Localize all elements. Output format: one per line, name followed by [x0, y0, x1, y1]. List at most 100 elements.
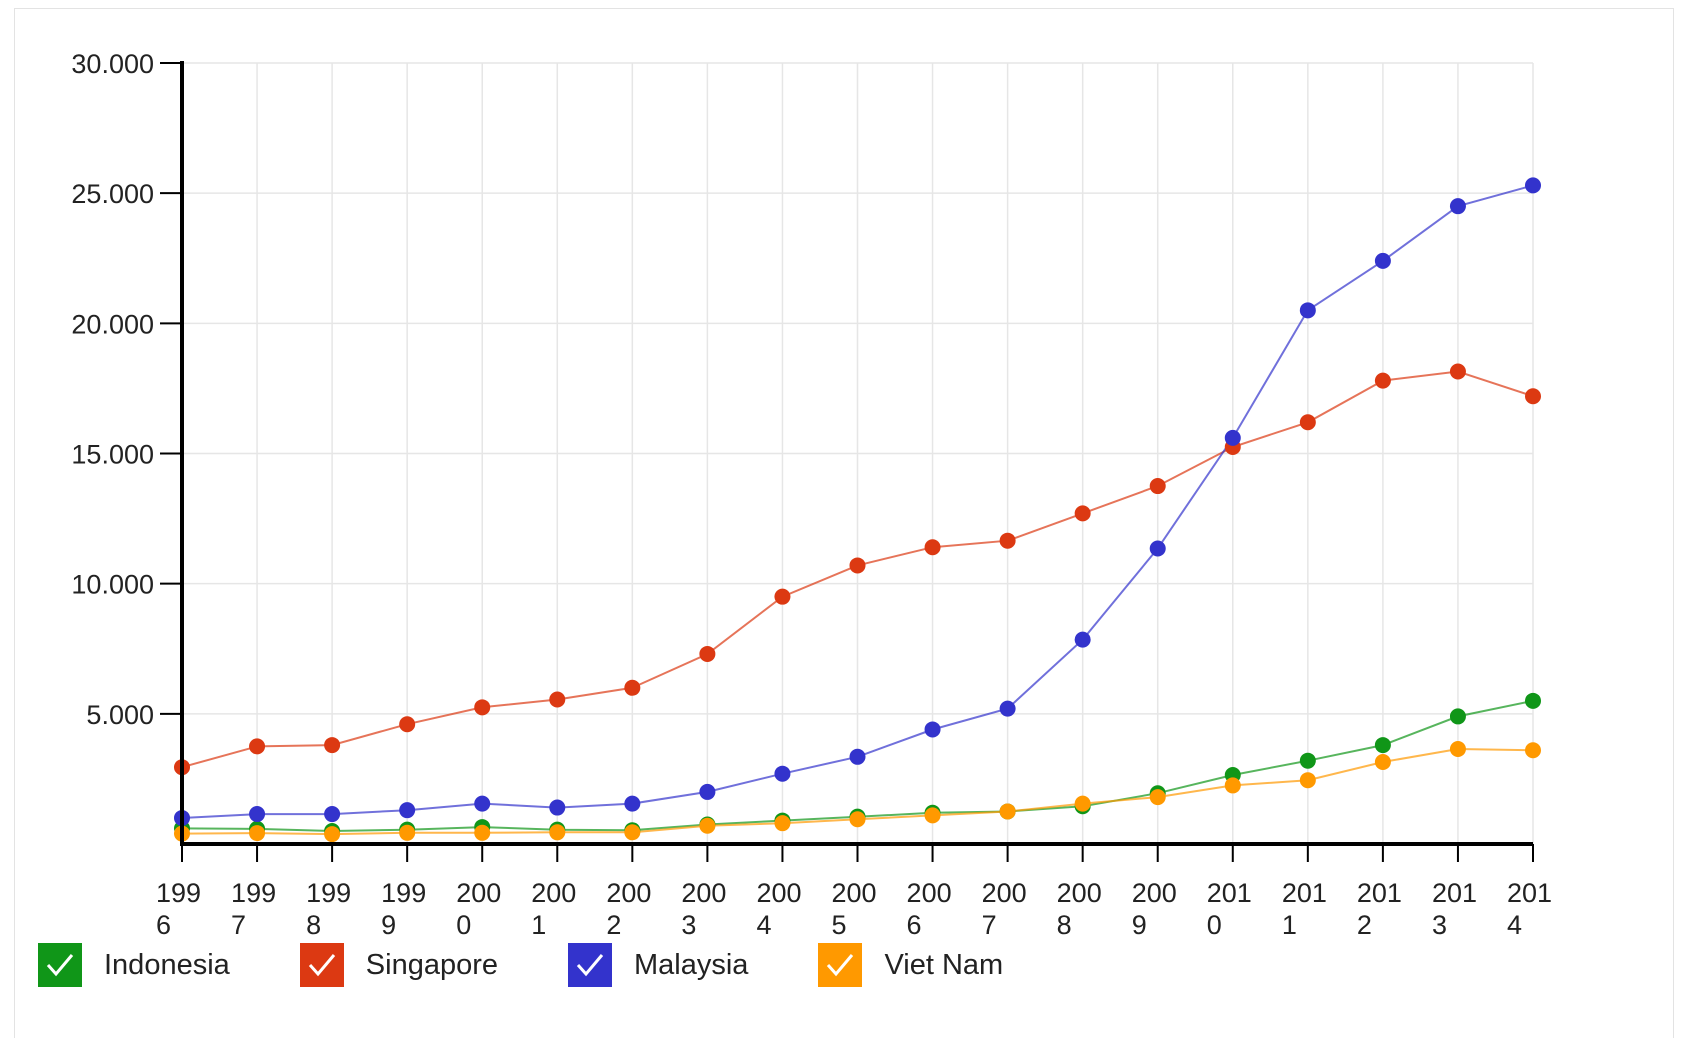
legend-checkbox[interactable]: [299, 943, 344, 987]
y-tick-label: 5.000: [86, 700, 154, 730]
x-tick-label-line1: 200: [456, 878, 501, 908]
legend: Indonesia Singapore Malaysia Viet Nam: [38, 942, 1073, 988]
x-tick-label-line1: 200: [1132, 878, 1177, 908]
x-tick-label-line1: 200: [756, 878, 801, 908]
data-point-malaysia: [999, 700, 1016, 717]
x-tick-label-line1: 201: [1507, 878, 1552, 908]
x-tick-label-line2: 9: [381, 910, 396, 940]
chart-frame: [14, 8, 1674, 1038]
x-tick-label-line2: 0: [456, 910, 471, 940]
y-tick-label: 25.000: [71, 179, 154, 209]
x-tick-label-line2: 5: [832, 910, 847, 940]
legend-item-indonesia[interactable]: Indonesia: [38, 942, 230, 988]
data-point-singapore: [399, 716, 416, 733]
legend-checkbox[interactable]: [38, 943, 82, 987]
data-point-malaysia: [1224, 429, 1241, 446]
x-tick-label-line1: 199: [306, 878, 351, 908]
data-point-viet-nam: [999, 803, 1016, 820]
data-point-viet-nam: [1525, 742, 1541, 759]
data-point-singapore: [1074, 505, 1091, 522]
x-tick-label-line2: 2: [1357, 910, 1372, 940]
x-tick-label-line1: 200: [681, 878, 726, 908]
data-point-viet-nam: [1224, 777, 1241, 794]
data-point-viet-nam: [1299, 772, 1316, 789]
data-point-indonesia: [1525, 692, 1541, 709]
data-point-malaysia: [249, 806, 266, 823]
legend-label: Singapore: [365, 948, 498, 981]
data-point-viet-nam: [549, 824, 566, 841]
data-point-viet-nam: [774, 815, 791, 832]
data-point-viet-nam: [399, 824, 416, 841]
x-tick-label-line1: 201: [1207, 878, 1252, 908]
x-tick-label-line2: 2: [606, 910, 621, 940]
x-tick-label-line2: 7: [231, 910, 246, 940]
legend-label: Viet Nam: [884, 948, 1004, 981]
check-icon: [576, 954, 604, 977]
check-icon: [46, 954, 74, 977]
data-point-malaysia: [1149, 540, 1166, 557]
data-point-malaysia: [474, 795, 491, 812]
y-axis-ticks: 30.000 25.000 20.000 15.000 10.000 5.000: [71, 49, 182, 730]
x-tick-label-line1: 200: [832, 878, 877, 908]
data-point-singapore: [1525, 388, 1541, 405]
data-point-malaysia: [924, 721, 941, 738]
legend-item-viet-nam[interactable]: Viet Nam: [818, 942, 1003, 988]
y-tick-label: 30.000: [71, 49, 154, 79]
data-point-malaysia: [1074, 631, 1091, 648]
data-point-singapore: [1449, 363, 1466, 380]
x-tick-label-line2: 6: [907, 910, 922, 940]
data-point-singapore: [924, 539, 941, 556]
check-icon: [827, 954, 854, 977]
legend-item-singapore[interactable]: Singapore: [299, 942, 498, 988]
axes: [180, 61, 1533, 846]
x-tick-label-line2: 7: [982, 910, 997, 940]
x-tick-label-line2: 8: [306, 910, 321, 940]
data-point-viet-nam: [249, 825, 266, 842]
data-point-viet-nam: [1074, 795, 1091, 812]
data-point-viet-nam: [624, 824, 641, 841]
legend-label: Indonesia: [104, 948, 230, 981]
data-point-singapore: [999, 532, 1016, 549]
legend-item-malaysia[interactable]: Malaysia: [568, 942, 748, 988]
x-tick-label-line2: 4: [756, 910, 771, 940]
x-tick-label-line1: 200: [1057, 878, 1102, 908]
data-point-malaysia: [624, 795, 641, 812]
x-tick-label-line1: 200: [531, 878, 576, 908]
legend-checkbox[interactable]: [568, 943, 612, 987]
data-point-viet-nam: [699, 817, 716, 834]
legend-label: Malaysia: [634, 948, 749, 981]
data-point-singapore: [549, 691, 566, 708]
data-point-indonesia: [1449, 708, 1466, 725]
data-point-malaysia: [1299, 302, 1316, 319]
series-points: [174, 177, 1541, 843]
x-tick-label-line2: 6: [156, 910, 171, 940]
legend-checkbox[interactable]: [818, 943, 863, 987]
data-point-malaysia: [1374, 252, 1391, 269]
x-tick-label-line2: 4: [1507, 910, 1522, 940]
data-point-singapore: [474, 699, 491, 716]
data-point-singapore: [849, 557, 866, 574]
y-tick-label: 10.000: [71, 570, 154, 600]
data-point-malaysia: [399, 802, 416, 819]
y-tick-label: 15.000: [71, 440, 154, 470]
x-tick-label-line2: 1: [1282, 910, 1297, 940]
check-icon: [308, 954, 335, 977]
data-point-singapore: [1149, 478, 1166, 495]
x-tick-label-line1: 200: [907, 878, 952, 908]
data-point-viet-nam: [1374, 753, 1391, 770]
data-point-viet-nam: [324, 826, 341, 843]
data-point-viet-nam: [849, 811, 866, 828]
x-tick-label-line2: 3: [1432, 910, 1447, 940]
data-point-singapore: [624, 679, 641, 696]
data-point-malaysia: [324, 806, 341, 823]
x-tick-label-line1: 201: [1282, 878, 1327, 908]
x-tick-label-line1: 201: [1357, 878, 1402, 908]
x-tick-label-line2: 8: [1057, 910, 1072, 940]
x-tick-label-line2: 9: [1132, 910, 1147, 940]
data-point-viet-nam: [924, 807, 941, 824]
grid-lines: [181, 62, 1534, 844]
x-tick-label-line2: 1: [531, 910, 546, 940]
x-tick-label-line1: 201: [1432, 878, 1477, 908]
x-tick-label-line2: 0: [1207, 910, 1222, 940]
